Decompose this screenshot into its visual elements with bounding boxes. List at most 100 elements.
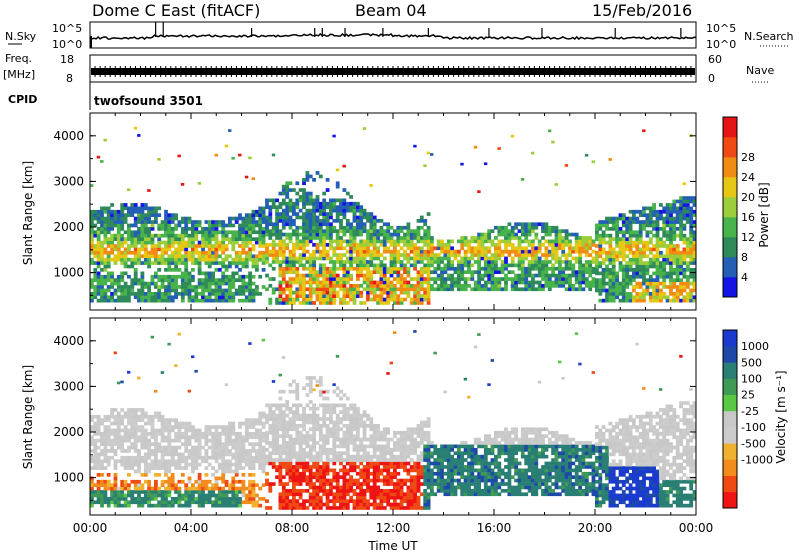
scatter-cell xyxy=(362,266,367,271)
scatter-cell xyxy=(214,425,219,429)
scatter-cell xyxy=(595,261,599,265)
scatter-cell xyxy=(544,256,549,261)
scatter-cell xyxy=(315,280,320,285)
scatter-cell xyxy=(231,278,236,282)
scatter-cell xyxy=(288,208,293,213)
scatter-cell xyxy=(628,261,633,265)
scatter-cell xyxy=(170,486,175,491)
scatter-cell xyxy=(157,240,162,245)
scatter-cell xyxy=(207,264,212,269)
scatter-cell xyxy=(180,247,185,252)
scatter-cell xyxy=(366,253,370,257)
scatter-cell xyxy=(244,421,249,426)
scatter-cell xyxy=(103,281,108,286)
scatter-cell xyxy=(204,438,209,443)
scatter-cell xyxy=(96,216,101,221)
scatter-cell xyxy=(598,271,603,276)
scatter-cell xyxy=(160,240,165,245)
scatter-cell xyxy=(652,203,656,207)
scatter-cell xyxy=(504,249,508,254)
scatter-cell xyxy=(241,483,246,487)
scatter-cell xyxy=(605,257,609,262)
scatter-cell xyxy=(214,240,219,245)
scatter-cell xyxy=(379,266,384,271)
scatter-cell xyxy=(110,295,114,300)
scatter-cell xyxy=(591,243,596,247)
scatter-cell xyxy=(601,288,606,293)
scatter-cell xyxy=(110,298,114,303)
scatter-cell xyxy=(457,253,461,257)
scatter-cell xyxy=(292,427,296,432)
scatter-cell xyxy=(372,266,377,271)
scatter-cell xyxy=(669,288,673,293)
scatter-cell xyxy=(197,281,202,286)
scatter-cell xyxy=(356,249,360,254)
scatter-cell xyxy=(527,249,532,254)
scatter-cell xyxy=(426,266,431,271)
scatter-cell xyxy=(413,294,417,298)
scatter-cell xyxy=(423,270,428,274)
scatter-cell xyxy=(251,227,256,231)
scatter-cell xyxy=(403,253,407,257)
scatter-cell xyxy=(544,263,549,268)
scatter-cell xyxy=(93,449,98,453)
scatter-cell xyxy=(584,263,589,268)
scatter-cell xyxy=(197,476,202,481)
scatter-cell xyxy=(106,209,111,214)
scatter-cell xyxy=(150,425,155,429)
scatter-cell xyxy=(648,230,653,235)
scatter-cell xyxy=(214,220,219,224)
scatter-cell xyxy=(396,236,401,240)
scatter-cell xyxy=(211,449,215,453)
scatter-cell xyxy=(255,483,259,487)
scatter-cell xyxy=(211,438,215,443)
scatter-cell xyxy=(143,411,148,416)
scatter-cell xyxy=(261,483,266,487)
scatter-cell xyxy=(174,254,178,259)
scatter-cell xyxy=(96,497,101,501)
scatter-cell xyxy=(558,284,562,288)
scatter-cell xyxy=(130,237,135,241)
colorbar-tick-label: 24 xyxy=(741,171,755,184)
scatter-cell xyxy=(177,254,182,259)
scatter-cell xyxy=(382,290,387,295)
scatter-cell xyxy=(689,250,694,255)
scatter-cell xyxy=(356,284,360,288)
scatter-cell xyxy=(618,237,623,241)
scatter-cell xyxy=(143,462,148,467)
scatter-cell xyxy=(201,288,205,293)
scatter-cell xyxy=(443,287,448,292)
scatter-cell xyxy=(261,469,266,474)
scatter-cell xyxy=(275,256,279,261)
scatter-cell xyxy=(500,287,505,292)
scatter-cell xyxy=(147,209,151,214)
scatter-cell xyxy=(318,263,323,268)
scatter-cell xyxy=(116,244,121,248)
scatter-cell xyxy=(679,230,683,235)
scatter-cell xyxy=(595,233,599,238)
scatter-cell xyxy=(204,285,209,289)
scatter-cell xyxy=(255,452,259,457)
scatter-cell xyxy=(342,280,347,285)
scatter-cell xyxy=(584,236,589,240)
scatter-cell xyxy=(143,479,148,484)
scatter-cell xyxy=(214,223,219,228)
scatter-cell xyxy=(164,240,168,245)
scatter-cell xyxy=(655,254,660,259)
scatter-cell xyxy=(96,220,101,224)
scatter-cell xyxy=(271,225,276,230)
scatter-cell xyxy=(682,271,687,276)
scatter-cell xyxy=(322,256,327,261)
scatter-cell xyxy=(335,239,340,244)
scatter-cell xyxy=(113,223,118,228)
scatter-cell xyxy=(244,486,249,491)
scatter-cell xyxy=(123,203,128,207)
scatter-cell xyxy=(120,418,125,422)
scatter-cell xyxy=(123,257,128,262)
scatter-cell xyxy=(133,462,138,467)
scatter-cell xyxy=(271,430,276,435)
scatter-cell xyxy=(170,449,175,453)
scatter-cell xyxy=(396,280,401,285)
scatter-cell xyxy=(457,277,461,281)
scatter-cell xyxy=(224,438,229,443)
